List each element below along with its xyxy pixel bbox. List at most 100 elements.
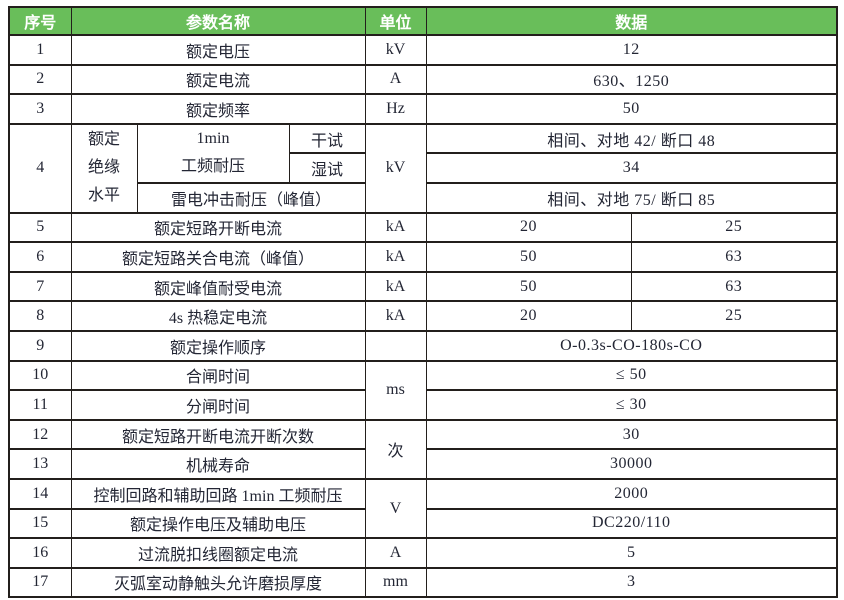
- table-row: 12 额定短路开断电流开断次数 次 30: [8, 418, 838, 480]
- serial-cell: 11: [8, 389, 72, 421]
- table-row: 雷电冲击耐压（峰值） 相间、对地 75/ 断口 85: [9, 181, 838, 214]
- data-cell: O-0.3s-CO-180s-CO: [425, 329, 838, 362]
- param-name-cell: 合闸时间: [70, 359, 366, 392]
- data-cell: 630、1250: [425, 63, 838, 96]
- power-freq-cell: 1min 工频耐压: [136, 122, 290, 184]
- data-cell: 12: [425, 34, 838, 66]
- data-cell: 5: [425, 537, 838, 569]
- header-row: 序号 参数名称 单位 数据: [8, 6, 838, 36]
- param-name-cell: 额定操作顺序: [70, 329, 366, 362]
- table-row: 6 额定短路关合电流（峰值） kA 50 63: [8, 241, 838, 273]
- data-cell: ≤ 50: [425, 359, 838, 392]
- table-row: 2 额定电流 A 630、1250: [8, 63, 838, 96]
- param-name-cell: 额定电流: [70, 63, 366, 96]
- table-row: 4 额定 绝缘 水平 1min 工频耐压 干试 kV 相间、对地 42/ 断口 …: [8, 122, 838, 214]
- table-row: 湿试 34: [9, 152, 838, 184]
- data-cell-left: 20: [425, 211, 632, 244]
- insulation-group-cell: 额定 绝缘 水平: [70, 122, 138, 214]
- unit-cell: ms: [364, 359, 427, 421]
- serial-cell: 12: [8, 418, 72, 451]
- wet-test-cell: 湿试: [288, 152, 366, 184]
- table-row: 11 分闸时间 ≤ 30: [8, 389, 838, 421]
- data-cell: 3: [425, 566, 838, 599]
- data-cell-left: 20: [425, 300, 632, 332]
- unit-cell: mm: [364, 566, 427, 599]
- unit-cell: V: [364, 477, 427, 540]
- serial-cell: 5: [8, 211, 72, 244]
- table-row: 9 额定操作顺序 O-0.3s-CO-180s-CO: [8, 329, 838, 362]
- data-cell-right: 25: [630, 211, 838, 244]
- serial-cell: 2: [8, 63, 72, 96]
- dry-test-cell: 干试: [288, 122, 366, 155]
- unit-cell: kV: [364, 34, 427, 66]
- power-freq-label: 1min 工频耐压: [180, 130, 245, 176]
- header-cell-data: 数据: [425, 6, 838, 36]
- param-name-cell: 额定频率: [70, 93, 366, 125]
- header-cell-name: 参数名称: [70, 6, 366, 36]
- data-cell-right: 63: [630, 270, 838, 303]
- table-row: 10 合闸时间 ms ≤ 50: [8, 359, 838, 421]
- param-name-cell: 4s 热稳定电流: [70, 300, 366, 332]
- data-cell: 相间、对地 75/ 断口 85: [425, 181, 838, 214]
- table-row: 17 灭弧室动静触头允许磨损厚度 mm 3: [8, 566, 838, 599]
- unit-cell: Hz: [364, 93, 427, 125]
- table-row: 3 额定频率 Hz 50: [8, 93, 838, 125]
- table-row: 13 机械寿命 30000: [8, 448, 838, 480]
- serial-cell: 3: [8, 93, 72, 125]
- unit-cell: 次: [364, 418, 427, 480]
- table-row: 1 额定电压 kV 12: [8, 34, 838, 66]
- param-name-cell: 额定峰值耐受电流: [70, 270, 366, 303]
- param-name-cell: 额定电压: [70, 34, 366, 66]
- serial-cell: 4: [8, 122, 72, 214]
- lightning-impulse-cell: 雷电冲击耐压（峰值）: [136, 181, 366, 214]
- param-name-cell: 额定短路关合电流（峰值）: [70, 241, 366, 273]
- parameters-table: 序号 参数名称 单位 数据 1 额定电压 kV 12 2 额定电流 A 630、…: [8, 6, 839, 599]
- unit-cell: A: [364, 537, 427, 569]
- param-name-cell: 额定操作电压及辅助电压: [70, 507, 366, 540]
- insulation-group-label: 额定 绝缘 水平: [87, 131, 120, 205]
- table-row: 15 额定操作电压及辅助电压 DC220/110: [8, 507, 838, 540]
- table-row: 7 额定峰值耐受电流 kA 50 63: [8, 270, 838, 303]
- param-name-cell: 过流脱扣线圈额定电流: [70, 537, 366, 569]
- data-cell: 相间、对地 42/ 断口 48: [425, 122, 838, 155]
- unit-cell: kV: [364, 122, 427, 214]
- serial-cell: 1: [8, 34, 72, 66]
- serial-cell: 9: [8, 329, 72, 362]
- serial-cell: 15: [8, 507, 72, 540]
- header-cell-no: 序号: [8, 6, 72, 36]
- data-cell: 2000: [425, 477, 838, 510]
- table-row: 8 4s 热稳定电流 kA 20 25: [8, 300, 838, 332]
- data-cell: 30000: [425, 448, 838, 480]
- param-name-cell: 分闸时间: [70, 389, 366, 421]
- serial-cell: 8: [8, 300, 72, 332]
- unit-cell: kA: [364, 211, 427, 244]
- table-row: 5 额定短路开断电流 kA 20 25: [8, 211, 838, 244]
- serial-cell: 6: [8, 241, 72, 273]
- serial-cell: 13: [8, 448, 72, 480]
- data-cell: DC220/110: [425, 507, 838, 540]
- param-name-cell: 灭弧室动静触头允许磨损厚度: [70, 566, 366, 599]
- param-name-cell: 额定短路开断电流开断次数: [70, 418, 366, 451]
- serial-cell: 7: [8, 270, 72, 303]
- data-cell-left: 50: [425, 270, 632, 303]
- unit-cell: kA: [364, 300, 427, 332]
- data-cell-right: 63: [630, 241, 838, 273]
- param-name-cell: 额定短路开断电流: [70, 211, 366, 244]
- data-cell: 50: [425, 93, 838, 125]
- unit-cell: A: [364, 63, 427, 96]
- unit-cell: [364, 329, 427, 362]
- serial-cell: 10: [8, 359, 72, 392]
- table-row: 14 控制回路和辅助回路 1min 工频耐压 V 2000: [8, 477, 838, 540]
- serial-cell: 17: [8, 566, 72, 599]
- unit-cell: kA: [364, 241, 427, 273]
- data-cell-left: 50: [425, 241, 632, 273]
- data-cell: ≤ 30: [425, 389, 838, 421]
- data-cell: 34: [425, 152, 838, 184]
- param-name-cell: 机械寿命: [70, 448, 366, 480]
- table-row: 16 过流脱扣线圈额定电流 A 5: [8, 537, 838, 569]
- serial-cell: 16: [8, 537, 72, 569]
- data-cell: 30: [425, 418, 838, 451]
- header-cell-unit: 单位: [364, 6, 427, 36]
- unit-cell: kA: [364, 270, 427, 303]
